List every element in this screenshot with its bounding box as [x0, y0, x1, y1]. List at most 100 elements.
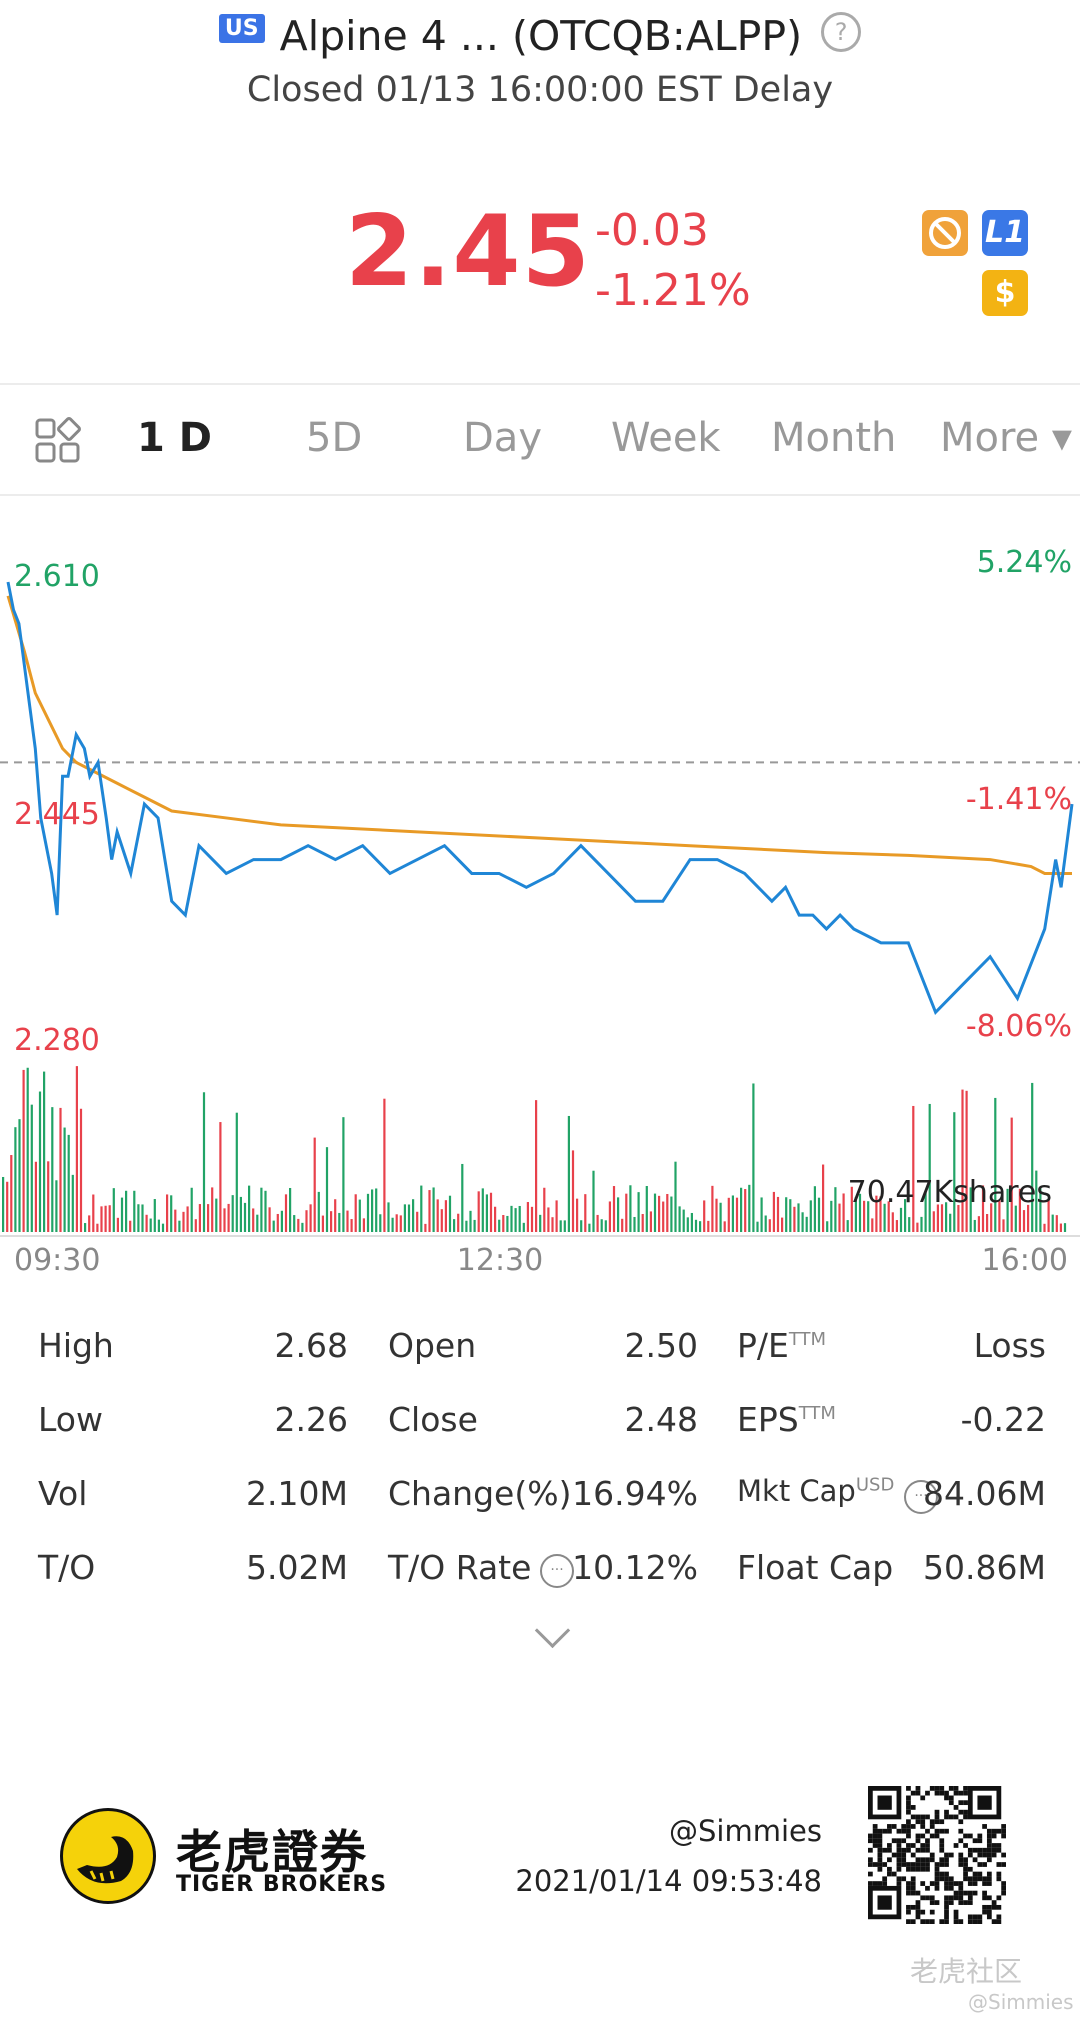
volume-bar [239, 1196, 242, 1232]
volume-bar [120, 1197, 124, 1232]
volume-bar [776, 1196, 780, 1232]
volume-bar [317, 1191, 320, 1232]
volume-bar [330, 1211, 333, 1232]
x-tick-open: 09:30 [14, 1243, 100, 1278]
volume-bar [699, 1221, 702, 1232]
volume-bar [961, 1089, 964, 1232]
volume-bar [895, 1220, 898, 1232]
volume-bar [977, 1216, 980, 1232]
volume-bar [207, 1204, 210, 1232]
tab-5d[interactable]: 5D [306, 415, 363, 461]
volume-bar [325, 1147, 329, 1232]
volume-bar [1043, 1223, 1046, 1232]
volume-bar [293, 1215, 296, 1232]
tab-1d[interactable]: 1 D [137, 415, 212, 461]
volume-bar [395, 1214, 398, 1232]
stat-torate-label: T/O Rate [388, 1548, 532, 1587]
chevron-down-icon[interactable] [534, 1612, 571, 1649]
volume-bar [473, 1219, 476, 1232]
volume-bar [100, 1206, 103, 1232]
header-title-row: US Alpine 4 ... (OTCQB:ALPP) ? [0, 12, 1080, 60]
volume-bar [694, 1219, 698, 1232]
volume-bar [1059, 1223, 1062, 1232]
volume-bar [407, 1204, 411, 1232]
volume-bar [559, 1220, 562, 1232]
volume-bar [305, 1210, 308, 1232]
volume-bar [231, 1195, 234, 1232]
volume-bar [899, 1207, 903, 1232]
more-info-icon[interactable]: ··· [540, 1554, 574, 1588]
volume-bar [813, 1186, 816, 1232]
volume-bar [186, 1206, 189, 1232]
volume-bar [916, 1222, 919, 1232]
help-icon[interactable]: ? [821, 12, 862, 52]
volume-bar [30, 1104, 33, 1232]
volume-bar [309, 1204, 312, 1232]
volume-bar [260, 1187, 263, 1232]
volume-bar [678, 1206, 681, 1232]
volume-bar [375, 1188, 378, 1232]
level1-icon[interactable]: L1 [982, 210, 1028, 256]
volume-bar [731, 1195, 734, 1232]
period-tabs: 1 D 5D Day Week Month More ▾ [0, 385, 1080, 495]
volume-bar [26, 1067, 29, 1232]
volume-bar [506, 1215, 509, 1232]
volume-bar [219, 1122, 222, 1232]
volume-bar [981, 1185, 985, 1232]
volume-bar [842, 1193, 845, 1232]
volume-bar [399, 1215, 402, 1232]
x-tick-close: 16:00 [982, 1243, 1068, 1278]
tiger-logo-icon [60, 1808, 156, 1904]
volume-bar [153, 1199, 156, 1232]
stat-close-label: Close [388, 1400, 478, 1439]
volume-bar [276, 1213, 279, 1232]
divider [0, 494, 1080, 496]
volume-bar [785, 1197, 788, 1232]
volume-bar [863, 1200, 866, 1232]
tab-week[interactable]: Week [611, 415, 721, 461]
volume-bar [469, 1210, 472, 1232]
volume-bar [1047, 1198, 1050, 1232]
volume-bar [748, 1184, 751, 1232]
volume-bar [129, 1220, 132, 1232]
tab-more[interactable]: More ▾ [940, 415, 1072, 461]
grid-layout-icon[interactable] [34, 417, 82, 465]
volume-bar [953, 1112, 956, 1232]
volume-bar [67, 1134, 70, 1232]
y-right-mid: -1.41% [966, 782, 1072, 817]
volume-bar [703, 1200, 706, 1232]
volume-bar [1010, 1117, 1013, 1232]
volume-bar [424, 1223, 427, 1232]
volume-bar [51, 1107, 54, 1232]
volume-bar [18, 1119, 21, 1232]
intraday-chart[interactable]: 2.610 2.445 2.280 5.24% -1.41% -8.06% 70… [0, 520, 1080, 1280]
volume-bar [1006, 1188, 1009, 1232]
volume-bar [166, 1194, 169, 1232]
volume-bar [457, 1213, 460, 1232]
dollar-icon[interactable]: $ [982, 270, 1028, 316]
more-info-icon[interactable]: ··· [904, 1480, 938, 1514]
volume-bar [805, 1216, 808, 1232]
volume-bar [563, 1220, 566, 1232]
volume-bar [125, 1190, 128, 1232]
volume-bar [793, 1206, 796, 1232]
volume-bar [526, 1202, 529, 1232]
volume-bar [592, 1170, 595, 1232]
volume-bar [883, 1203, 886, 1232]
volume-bar [690, 1212, 693, 1232]
volume-bar [498, 1219, 501, 1232]
volume-bar [879, 1196, 882, 1232]
volume-bar [723, 1221, 726, 1232]
volume-bar [994, 1097, 997, 1232]
volume-bar [6, 1181, 9, 1232]
no-trade-icon[interactable] [922, 210, 968, 256]
volume-bar [350, 1219, 353, 1232]
tab-month[interactable]: Month [771, 415, 897, 461]
brand-name-en: TIGER BROKERS [176, 1872, 388, 1897]
tab-day[interactable]: Day [463, 415, 542, 461]
volume-bar [297, 1218, 300, 1232]
volume-bar [1027, 1204, 1030, 1232]
price-change-percent: -1.21% [595, 265, 751, 316]
qr-code-icon [868, 1786, 1006, 1924]
volume-bar [998, 1199, 1001, 1232]
